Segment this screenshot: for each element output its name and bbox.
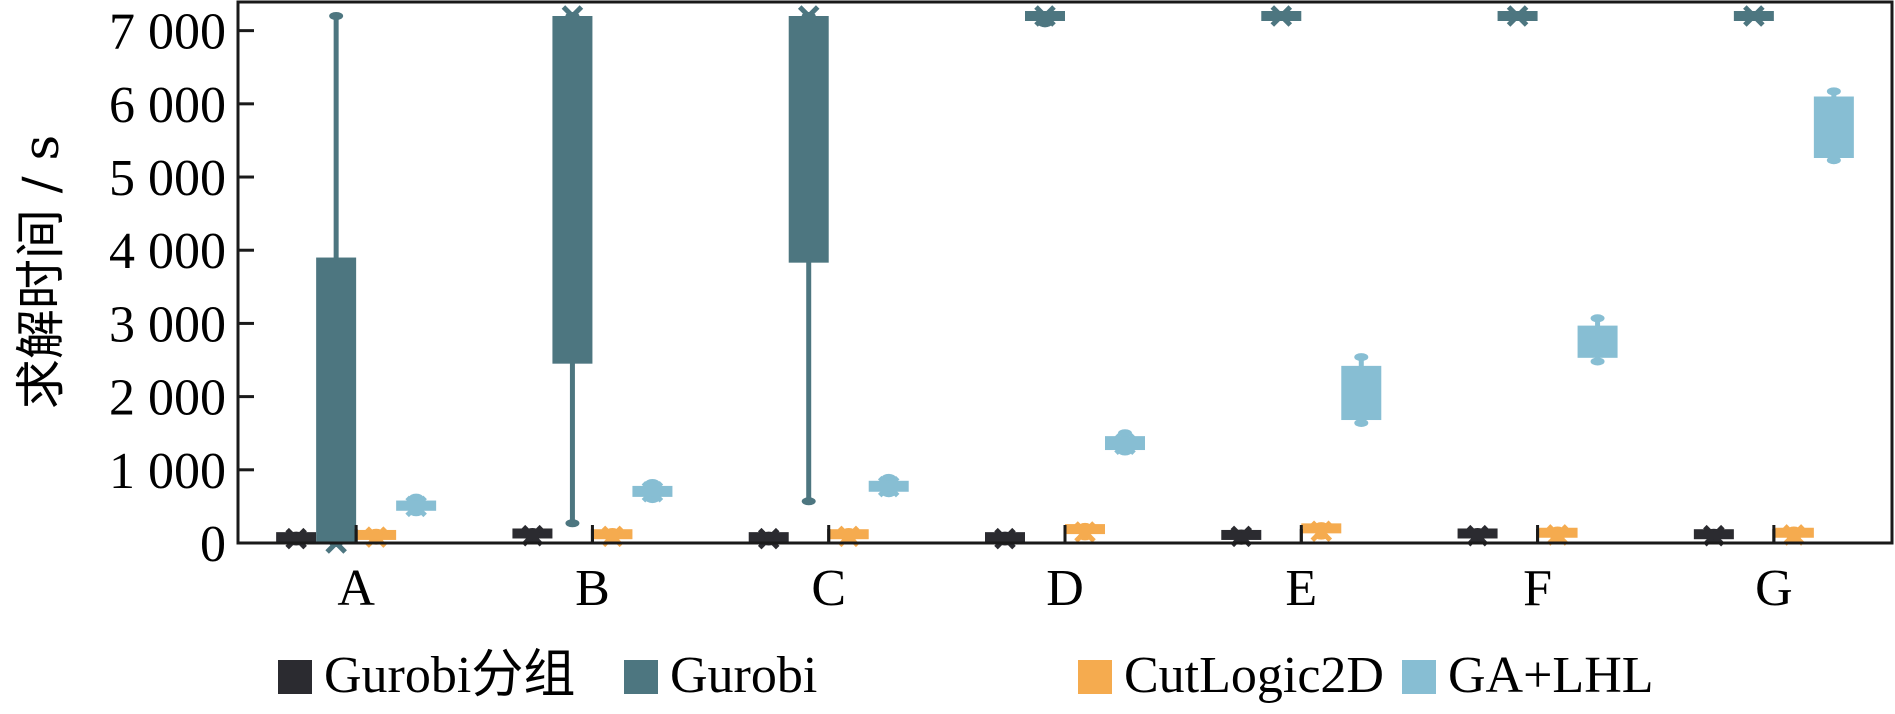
x-tick-label: E [1285,560,1317,617]
box-GA+LHL-A [396,493,437,518]
y-tick-label: 3 000 [109,296,226,353]
box-Gurobi-F [1497,5,1538,27]
x-tick-label: D [1046,560,1084,617]
median-marker [1310,520,1333,543]
whisker-cap-min [1826,156,1841,165]
whisker-cap-min [801,497,816,506]
median-marker [877,475,900,498]
y-tick-label: 5 000 [109,150,226,207]
legend-item-GA+LHL: GA+LHL [1402,647,1654,704]
whisker-cap-max [329,12,344,20]
legend-label: CutLogic2D [1124,647,1384,704]
whisker-cap-max [1118,429,1132,438]
y-tick-label: 6 000 [109,77,226,134]
x-axis: A B C D E F G [337,525,1793,617]
box-Gurobi-A [316,12,357,554]
median-marker [1034,5,1056,27]
legend-swatch [1402,660,1436,694]
whisker-cap-min [1354,418,1369,427]
box-CutLogic2D-B [592,525,633,548]
box-Gurobi-B [552,5,593,528]
box [788,16,829,263]
box [552,16,593,364]
legend-item-Gurobi: Gurobi [624,647,817,704]
legend-swatch [624,660,658,694]
box-GA+LHL-B [632,478,673,504]
median-marker [1074,521,1096,543]
median-marker [1823,115,1845,137]
box [316,257,357,543]
box-Gurobi分组-A [276,527,317,550]
box-Gurobi-D [1025,5,1065,28]
box-CutLogic2D-E [1301,520,1342,543]
median-marker [1546,524,1569,546]
whisker-cap-max [1826,87,1841,96]
whisker-cap-min [1590,357,1605,366]
whisker-cap-max [1590,314,1605,323]
plot-frame [236,0,1894,545]
box-GA+LHL-E [1341,353,1382,427]
y-axis: 0 1 000 2 000 3 000 4 000 5 000 6 000 7 000 [109,4,254,573]
box-CutLogic2D-A [356,526,397,548]
legend-item-CutLogic2D: CutLogic2D [1078,647,1384,704]
legend-swatch [278,660,312,694]
whisker-cap-max [1354,353,1369,362]
x-tick-label: A [337,560,375,617]
y-tick-label: 1 000 [109,443,226,500]
median-marker [1586,330,1609,353]
x-tick-label: B [575,560,610,617]
y-tick-label: 0 [200,516,226,573]
median-marker [1783,524,1805,546]
box-Gurobi分组-C [748,527,789,550]
x-tick-label: F [1523,560,1552,617]
median-marker [285,527,307,550]
y-tick-label: 7 000 [109,4,226,61]
legend: Gurobi分组 Gurobi CutLogic2D GA+LHL [278,647,1654,704]
median-marker [994,527,1016,550]
box-GA+LHL-G [1813,87,1854,165]
median-marker [757,527,780,550]
box-Gurobi-G [1733,5,1774,27]
y-tick-label: 4 000 [109,223,226,280]
box-CutLogic2D-D [1065,521,1105,543]
median-marker [641,480,664,503]
y-tick-label: 2 000 [109,370,226,427]
legend-label: GA+LHL [1448,647,1654,704]
legend-swatch [1078,660,1112,694]
box-GA+LHL-C [868,473,909,498]
legend-label: Gurobi分组 [324,647,575,704]
x-tick-label: C [811,560,846,617]
box-Gurobi分组-D [985,527,1025,550]
box-CutLogic2D-G [1773,524,1814,546]
median-marker [405,495,427,518]
median-marker [1114,433,1136,455]
legend-label: Gurobi [670,647,817,704]
y-axis-title: 求解时间 / s [12,135,70,409]
x-tick-label: G [1755,560,1793,617]
box-Gurobi-E [1261,5,1302,27]
box-Gurobi-C [788,5,829,506]
plot-area [276,5,1854,554]
legend-item-Gurobi分组: Gurobi分组 [278,647,575,704]
box-CutLogic2D-F [1537,524,1578,546]
median-marker [1350,382,1373,404]
median-marker [1743,5,1765,27]
box-GA+LHL-F [1577,314,1618,366]
whisker-cap-min [565,519,580,528]
median-marker [1270,5,1293,27]
median-marker [561,5,584,27]
median-marker [1506,5,1529,27]
median-marker [797,5,820,27]
box-GA+LHL-D [1105,429,1145,456]
